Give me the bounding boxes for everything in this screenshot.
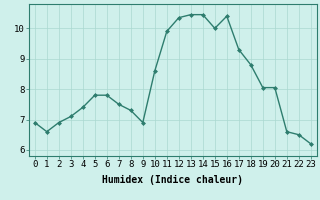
X-axis label: Humidex (Indice chaleur): Humidex (Indice chaleur): [102, 175, 243, 185]
